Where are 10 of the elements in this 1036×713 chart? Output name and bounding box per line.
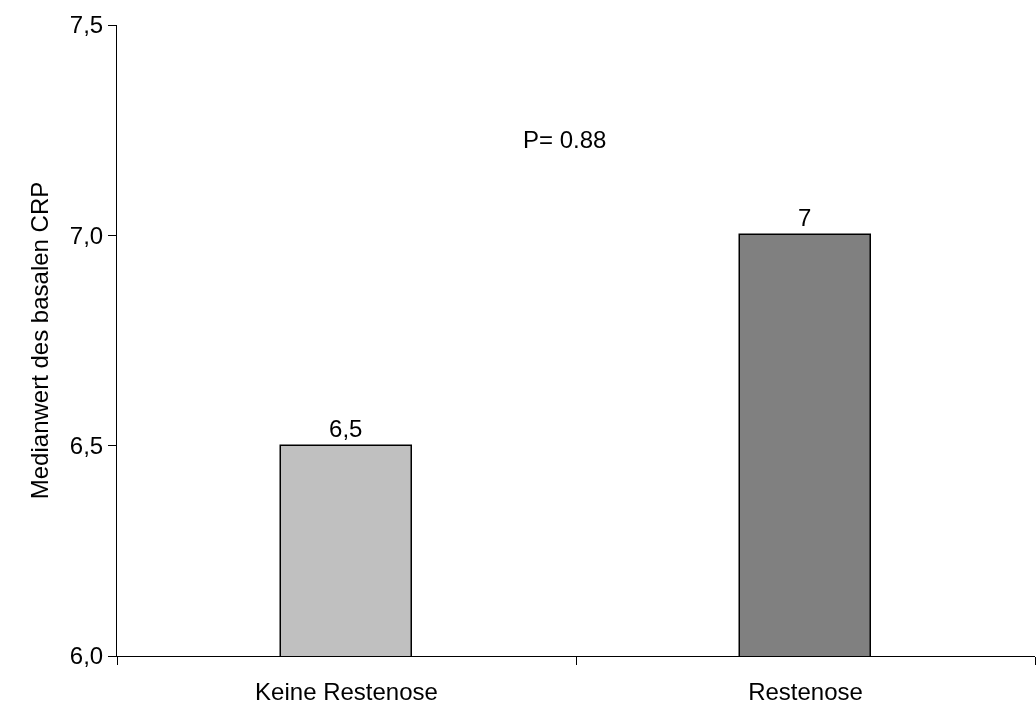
x-tick-label: Restenose [748, 677, 863, 705]
annotation: P= 0.88 [523, 126, 607, 153]
y-tick-label: 7,0 [69, 221, 104, 249]
y-tick-label: 6,5 [69, 432, 104, 460]
y-tick-label: 6,0 [69, 642, 104, 670]
x-tick-label: Keine Restenose [255, 677, 438, 705]
y-tick-label: 7,5 [69, 11, 104, 39]
data-label: 6,5 [329, 415, 363, 443]
y-axis-title: Medianwert des basalen CRP [25, 181, 53, 500]
data-label: 7 [798, 204, 812, 232]
